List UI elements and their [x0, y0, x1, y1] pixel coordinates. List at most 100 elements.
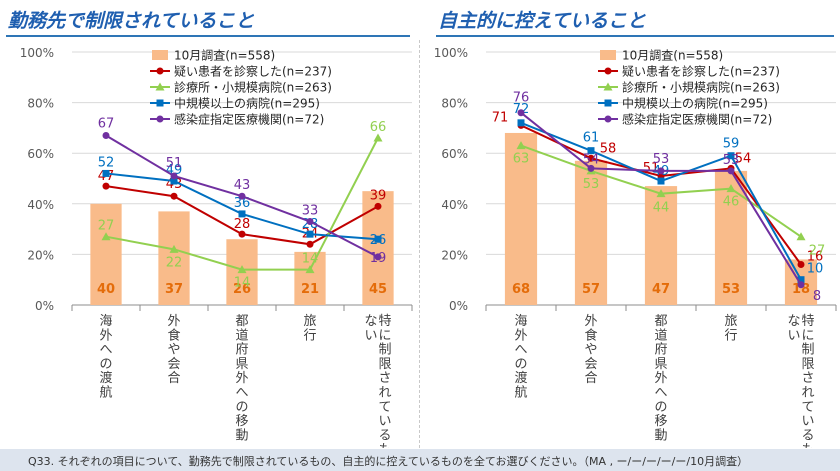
legend-entry: 診療所・小規模病院(n=263)	[622, 80, 780, 95]
y-tick-label: 100%	[434, 46, 468, 60]
x-category-label: 都	[654, 314, 667, 329]
x-category-label: 特	[378, 314, 391, 329]
data-label: 67	[98, 116, 115, 131]
data-point	[797, 281, 805, 289]
data-point	[170, 192, 178, 200]
legend-marker	[604, 115, 612, 123]
right-chart: 0% 20% 40% 60% 80% 100% 68 57 47 53 18 71 58 51 54 16 63…	[434, 46, 837, 448]
data-label: 61	[583, 131, 600, 146]
x-category-label: の	[99, 357, 112, 372]
legend-entry: 疑い患者を診察した(n=237)	[622, 64, 780, 79]
x-category-label: 海	[99, 314, 112, 329]
x-category-label: 外	[514, 328, 527, 343]
bar	[644, 186, 678, 305]
data-label: 51	[643, 161, 660, 176]
x-category-label: や	[584, 343, 597, 358]
left-panel-title: 勤務先で制限されていること	[8, 10, 255, 32]
y-tick-label: 100%	[20, 46, 54, 60]
legend-entry: 疑い患者を診察した(n=237)	[174, 64, 332, 79]
data-label: 76	[513, 91, 530, 106]
data-point	[238, 210, 246, 218]
x-category-label: の	[654, 400, 667, 415]
y-tick-label: 60%	[27, 147, 54, 161]
legend-entry: 感染症指定医療機関(n=72)	[174, 112, 324, 127]
data-label: 71	[492, 110, 509, 125]
x-category-label: 都	[235, 314, 248, 329]
x-category-label: 県	[654, 357, 667, 372]
data-label: 54	[735, 151, 752, 166]
right-title-rule	[436, 35, 834, 37]
x-category-label: 制	[378, 343, 391, 358]
x-category-label: も	[801, 443, 814, 448]
legend-entry: 感染症指定医療機関(n=72)	[622, 112, 772, 127]
x-category-label: さ	[801, 371, 814, 386]
x-category-label: 外	[99, 328, 112, 343]
data-point	[797, 276, 805, 284]
x-category-label: 特	[801, 314, 814, 329]
x-category-label: れ	[378, 386, 391, 401]
x-category-label: の	[514, 357, 527, 372]
data-label: 53	[723, 153, 740, 168]
x-category-label: 食	[584, 327, 597, 343]
x-category-label: る	[801, 428, 814, 443]
data-point	[517, 119, 525, 127]
data-point	[587, 154, 595, 162]
data-point	[797, 261, 805, 269]
x-category-label: 外	[167, 314, 180, 329]
data-label: 44	[653, 201, 670, 216]
y-tick-label: 0%	[449, 299, 468, 313]
bar-value-label: 26	[233, 282, 251, 297]
data-label: 26	[370, 233, 387, 248]
x-category-label: な	[364, 314, 377, 329]
x-category-label: 外	[584, 314, 597, 329]
x-category-label: 府	[654, 343, 667, 358]
x-category-label: 航	[99, 385, 112, 401]
bar-value-label: 18	[792, 282, 810, 297]
y-tick-label: 0%	[35, 299, 54, 313]
data-point	[170, 172, 178, 180]
bar	[714, 170, 748, 305]
x-category-label: さ	[378, 371, 391, 386]
x-category-label: の	[235, 400, 248, 415]
data-point	[516, 141, 526, 150]
x-category-label: も	[378, 443, 391, 448]
data-point	[656, 189, 666, 198]
data-label: 51	[166, 156, 183, 171]
data-label: 36	[234, 196, 251, 211]
bar	[504, 132, 538, 305]
legend-swatch	[600, 50, 616, 60]
data-point	[374, 202, 382, 210]
x-category-label: 海	[514, 314, 527, 329]
data-point	[170, 177, 178, 185]
x-category-label: 限	[801, 357, 814, 372]
data-point	[726, 184, 736, 193]
data-point	[305, 265, 315, 274]
x-category-label: 移	[235, 414, 248, 429]
legend-marker	[604, 99, 612, 107]
x-category-label: に	[801, 328, 814, 343]
data-label: 46	[723, 195, 740, 210]
legend-entry: 中規模以上の病院(n=295)	[622, 96, 768, 111]
data-point	[102, 182, 110, 190]
data-point	[102, 169, 110, 177]
bar	[90, 203, 122, 305]
bar	[158, 211, 190, 305]
data-label: 54	[583, 152, 600, 167]
data-label: 53	[583, 177, 600, 192]
x-category-label: い	[801, 414, 814, 429]
x-category-label: 移	[654, 414, 667, 429]
data-point	[727, 152, 735, 160]
bar-value-label: 37	[165, 282, 183, 297]
x-category-label: 旅	[724, 314, 737, 329]
legend-swatch	[152, 50, 168, 60]
legend-marker	[156, 115, 164, 123]
data-point	[373, 133, 383, 142]
data-label: 43	[234, 178, 251, 193]
data-label: 8	[813, 289, 821, 304]
data-label: 52	[98, 155, 115, 170]
x-category-label: 行	[303, 328, 316, 343]
legend-entry: 中規模以上の病院(n=295)	[174, 96, 320, 111]
x-category-label: 制	[801, 343, 814, 358]
data-label: 39	[370, 188, 387, 203]
legend-marker	[603, 82, 613, 91]
